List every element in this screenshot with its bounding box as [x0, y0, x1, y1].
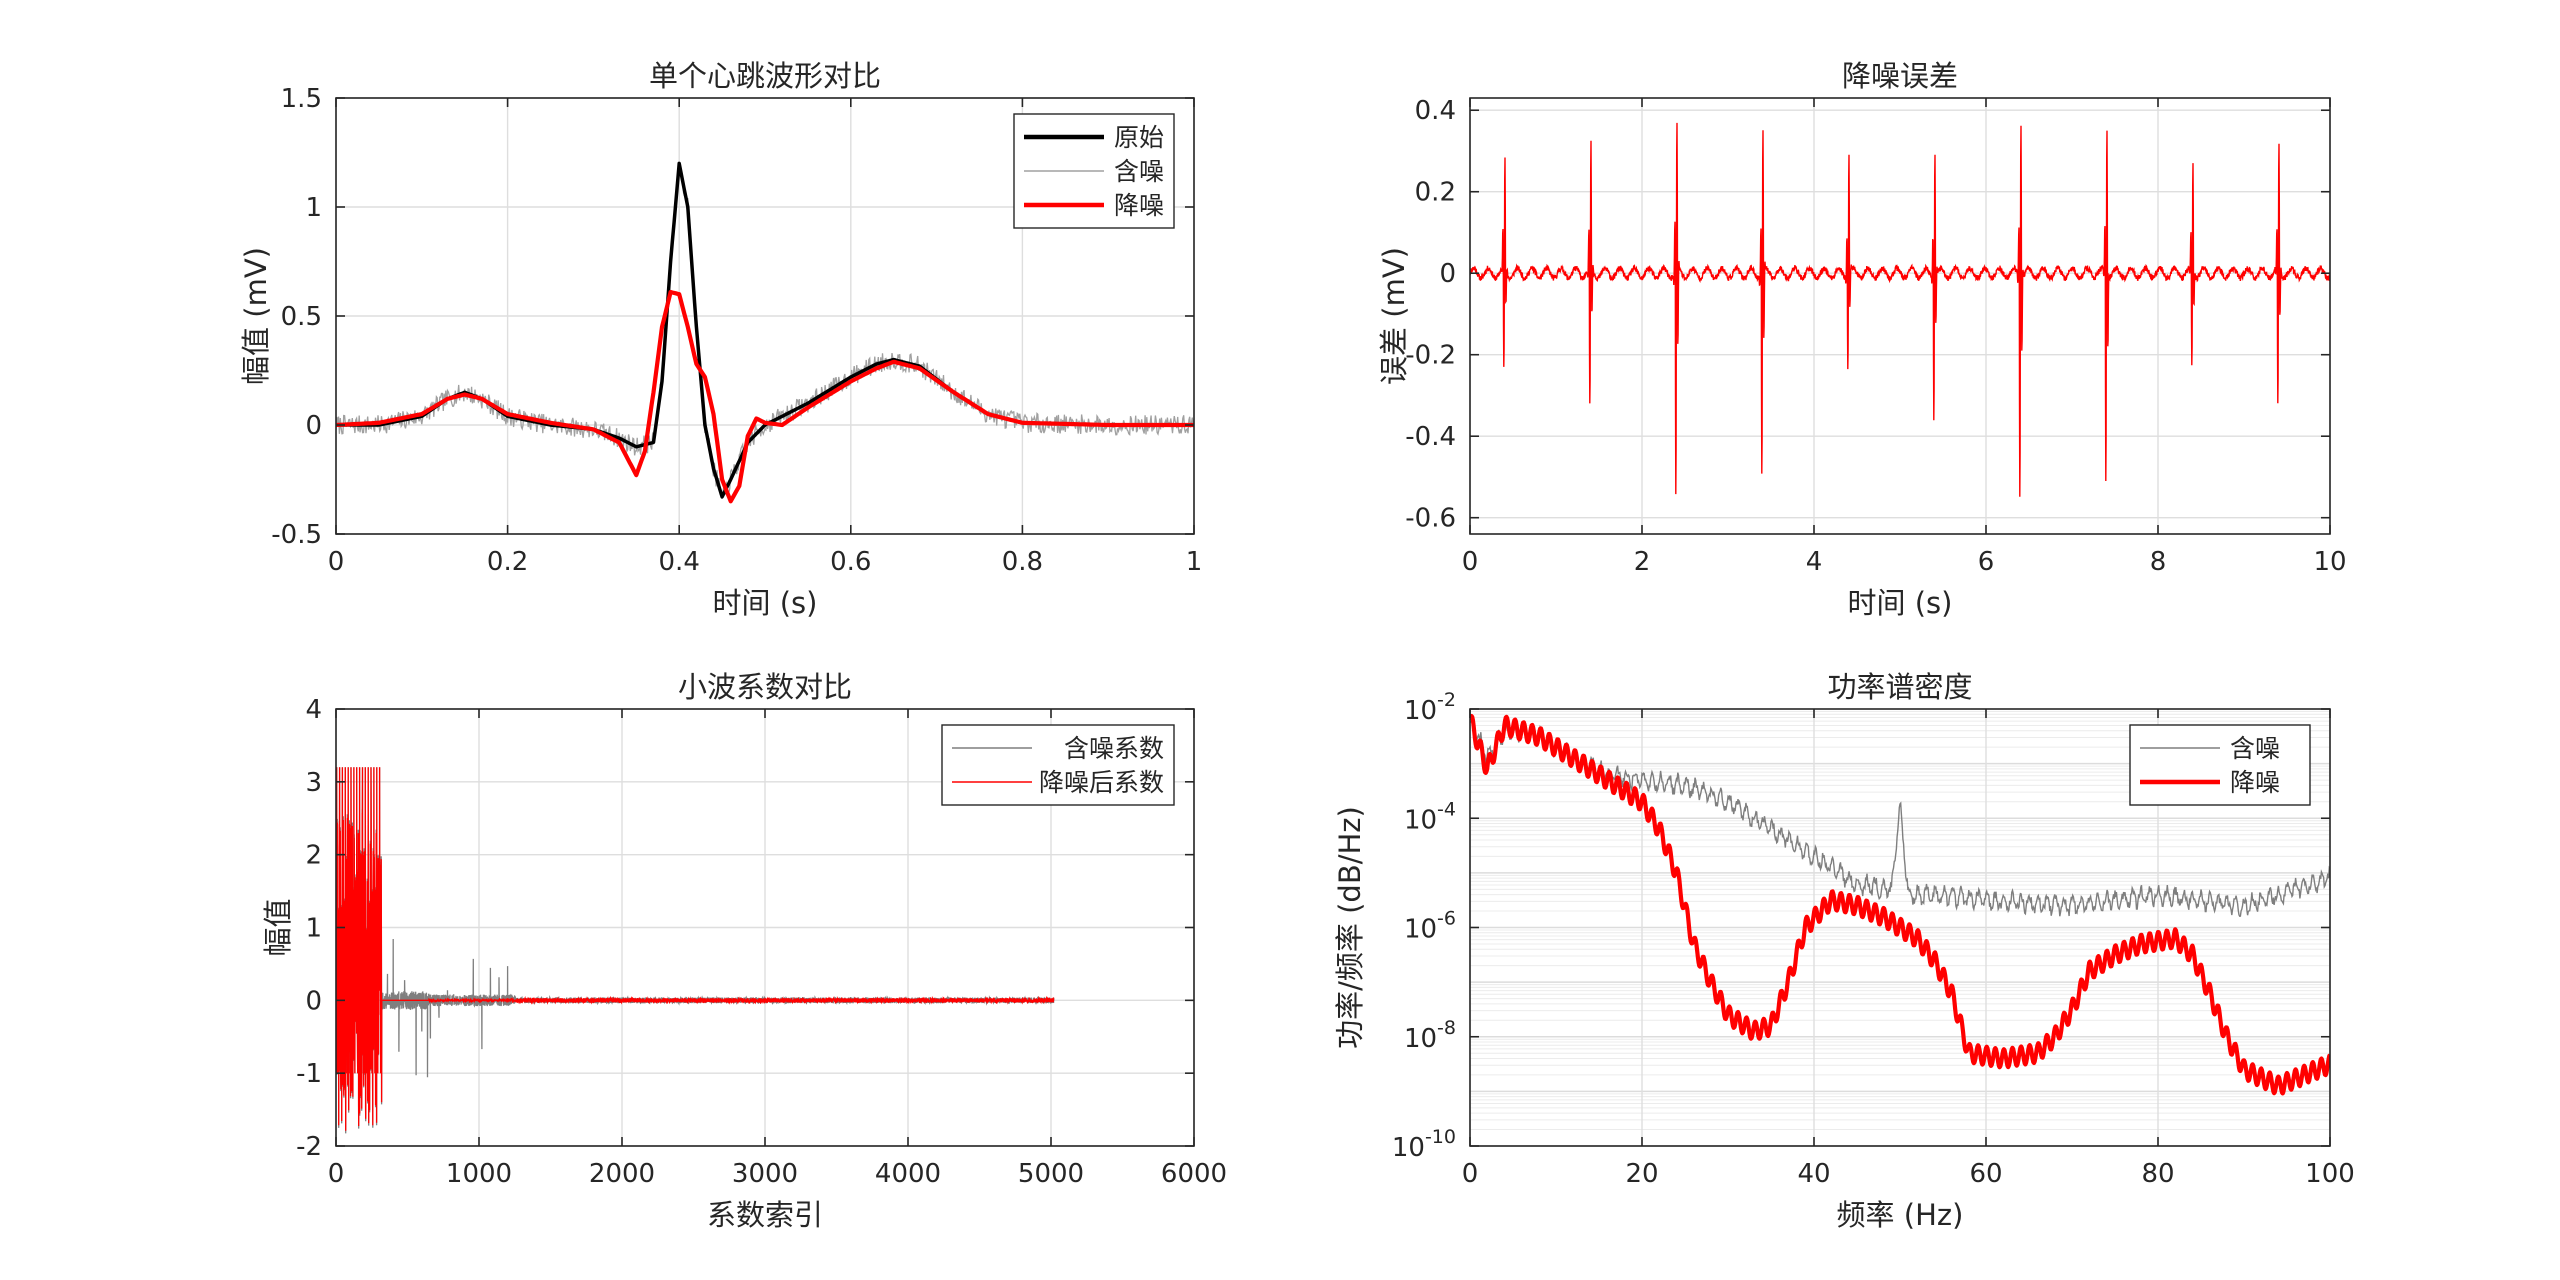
p4-legend-label-1: 降噪: [2230, 768, 2280, 797]
p3-legend-label-0: 含噪系数: [1064, 734, 1164, 763]
p3-ytick-label: -2: [296, 1132, 322, 1162]
p1-legend-label-0: 原始: [1114, 123, 1164, 152]
p1-xtick-label: 0: [328, 547, 345, 577]
p4-legend-box: [2129, 724, 2311, 806]
p4-ytick-label: 10-8: [1404, 1017, 1456, 1054]
p3-xtick-label: 0: [328, 1159, 345, 1189]
p3-frame: 0 1000 2000 3000 4000 5000 6000 -2 -1 0 1 2 3 4 小波系数对比…: [261, 670, 1227, 1232]
p1-ytick-label: -0.5: [271, 520, 322, 550]
p2-title: 降噪误差: [1842, 59, 1958, 93]
p4-ytick-label: 10-6: [1404, 908, 1456, 945]
p3-xtick-label: 2000: [589, 1159, 655, 1189]
p3-xtick-label: 6000: [1161, 1159, 1227, 1189]
p3-ytick-label: 1: [305, 914, 322, 944]
p4-ytick-label: 10-4: [1404, 798, 1456, 835]
p4-ylabel: 功率/频率 (dB/Hz): [1333, 806, 1367, 1049]
p2-xtick-label: 10: [2313, 547, 2346, 577]
p4-xlabel: 频率 (Hz): [1837, 1198, 1964, 1232]
p2-series-error: [1470, 122, 2330, 497]
p3-ytick-label: 4: [305, 695, 322, 725]
p4-series: [1470, 713, 2330, 1096]
p2-ytick-label: 0: [1439, 259, 1456, 289]
p2-ytick-label: -0.6: [1405, 504, 1456, 534]
p2-plot-area: [1470, 98, 2330, 534]
p2-ytick-label: -0.4: [1405, 422, 1456, 452]
p1-xtick-label: 0.2: [487, 547, 528, 577]
p1-xtick-label: 0.6: [830, 547, 871, 577]
p3-xlabel: 系数索引: [707, 1198, 823, 1232]
p1-xtick-label: 1: [1186, 547, 1203, 577]
p2-axes: [1469, 98, 2331, 534]
p2-ylabel: 误差 (mV): [1377, 247, 1411, 385]
p1-legend-label-1: 含噪: [1114, 157, 1164, 186]
p1-xlabel: 时间 (s): [713, 586, 818, 620]
p3-ytick-label: 0: [305, 986, 322, 1016]
p4-ytick-base: 10: [1404, 915, 1437, 945]
p4-ytick-base: 10: [1404, 805, 1437, 835]
p1-series: [336, 161, 1194, 504]
p1-ytick-label: 1: [305, 193, 322, 223]
p2-series: [1470, 122, 2330, 497]
p3-ytick-label: -1: [296, 1059, 322, 1089]
p2-xtick-label: 6: [1978, 547, 1995, 577]
p4-ytick-label: 10-10: [1392, 1126, 1456, 1163]
p2-ytick-label: 0.4: [1415, 96, 1456, 126]
p3-ylabel: 幅值: [261, 898, 295, 956]
p1-series-denoised: [336, 289, 1194, 504]
p4-ytick-exp: -2: [1437, 689, 1456, 711]
p4-title: 功率谱密度: [1827, 670, 1972, 704]
p4-xtick-label: 80: [2141, 1159, 2174, 1189]
p4-ytick-base: 10: [1404, 1024, 1437, 1054]
p4-xtick-label: 20: [1625, 1159, 1658, 1189]
p4-ytick-exp: -6: [1437, 908, 1456, 930]
p2-ytick-label: -0.2: [1405, 341, 1456, 371]
p4-series-denoised: [1470, 713, 2330, 1096]
p2-xtick-label: 8: [2150, 547, 2167, 577]
p4-series-noisy: [1470, 714, 2330, 917]
p4-ytick-exp: -8: [1437, 1017, 1456, 1039]
p1-ylabel: 幅值 (mV): [239, 247, 273, 385]
p2-xtick-label: 4: [1806, 547, 1823, 577]
p4-xtick-label: 40: [1797, 1159, 1830, 1189]
p4-ytick-base: 10: [1404, 696, 1437, 726]
p3-series-denoised: [336, 767, 1055, 1131]
p4-legend-label-0: 含噪: [2230, 734, 2280, 763]
p1-xtick-label: 0.8: [1002, 547, 1043, 577]
p2-xlabel: 时间 (s): [1848, 586, 1953, 620]
p4-ytick-label: 10-2: [1404, 689, 1456, 726]
p4-ytick-base: 10: [1392, 1133, 1425, 1163]
p1-legend-label-2: 降噪: [1114, 191, 1164, 220]
p3-xtick-label: 1000: [446, 1159, 512, 1189]
p4-ytick-exp: -4: [1437, 798, 1456, 820]
p4-xtick-label: 0: [1462, 1159, 1479, 1189]
p4-ytick-exp: -10: [1425, 1126, 1456, 1148]
p2-ytick-label: 0.2: [1415, 178, 1456, 208]
p3-xtick-label: 3000: [732, 1159, 798, 1189]
p1-xtick-label: 0.4: [659, 547, 700, 577]
p3-legend-box: [941, 724, 1175, 806]
p3-ytick-label: 2: [305, 841, 322, 871]
p4-xtick-label: 100: [2305, 1159, 2355, 1189]
p2-xtick-label: 2: [1634, 547, 1651, 577]
p4-xtick-label: 60: [1969, 1159, 2002, 1189]
p3-xtick-label: 4000: [875, 1159, 941, 1189]
p1-title: 单个心跳波形对比: [649, 59, 881, 93]
p2-axes-box: [1469, 97, 2331, 535]
p3-ytick-label: 3: [305, 768, 322, 798]
p3-series: [336, 767, 1055, 1134]
p1-ytick-label: 0: [305, 411, 322, 441]
p1-ytick-label: 0.5: [281, 302, 322, 332]
p3-xtick-label: 5000: [1018, 1159, 1084, 1189]
p3-legend-label-1: 降噪后系数: [1039, 768, 1164, 797]
p3-title: 小波系数对比: [678, 670, 852, 704]
p2-xtick-label: 0: [1462, 547, 1479, 577]
p1-ytick-label: 1.5: [281, 84, 322, 114]
